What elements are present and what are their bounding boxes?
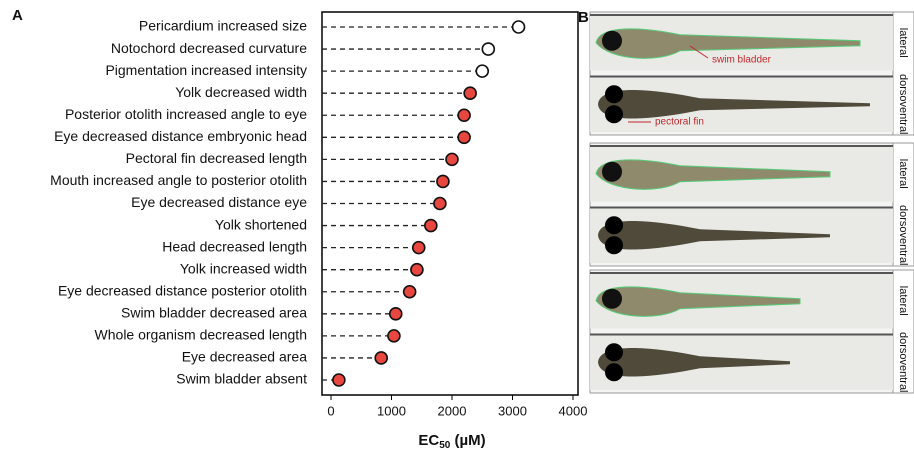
fish-eye [605,216,623,235]
fish-lateral [595,159,831,190]
dot [457,130,471,145]
y-tick-label: Head decreased length [162,238,307,254]
y-tick-label: Eye decreased distance posterior otolith [58,282,307,298]
dot [332,373,346,387]
fish-eye [602,30,622,51]
y-tick-label: Swim bladder decreased area [121,305,307,321]
fish-eye [602,288,622,309]
fish-eye [602,161,622,182]
y-tick-label: Eye decreased area [182,349,308,365]
fish-eye [605,105,623,124]
dot [411,240,426,255]
fish-lateral [595,28,861,59]
x-tick-label: 2000 [438,403,467,418]
fish-eye [605,363,623,382]
side-frame [892,142,914,267]
x-axis-label: EC50 (µM) [418,432,485,450]
y-tick-label: Pericardium increased size [139,18,307,34]
fish-dorsal [598,89,870,119]
dot [445,152,459,167]
x-label-unit: (µM) [450,432,485,449]
y-tick-label: Eye decreased distance embryonic head [54,128,307,144]
panel-label: B [578,9,589,26]
x-label-main: EC [418,432,439,449]
fish-dorsal [598,220,830,250]
x-tick-label: 0 [327,403,334,418]
fish-eye [605,236,623,255]
dot [481,42,496,56]
y-tick-label: Yolk increased width [180,260,307,276]
fish-dorsal [598,347,790,377]
x-tick-label: 3000 [498,403,527,418]
dot [457,108,471,123]
dot [387,329,401,343]
annotation: swim bladder [712,55,772,66]
view-label: dorsoventral [897,332,909,393]
dot [374,351,389,365]
x-label-sub: 50 [439,440,451,450]
fish-eye [605,85,623,104]
x-tick-label: 1000 [377,403,406,418]
dot [410,262,424,277]
dot [436,174,450,189]
view-label: lateral [897,286,909,316]
y-tick-label: Yolk decreased width [175,84,307,100]
dot [424,218,438,233]
dot [402,284,417,299]
y-tick-label: Posterior otolith increased angle to eye [65,106,307,122]
view-label: dorsoventral [897,205,909,266]
y-tick-label: Yolk shortened [215,216,307,232]
dot [463,86,477,100]
dot [475,64,490,78]
view-label: lateral [897,159,909,189]
dot [511,20,526,34]
dot [388,307,403,321]
y-tick-label: Pigmentation increased intensity [105,62,307,78]
annotation-arrow [689,45,709,59]
y-tick-label: Whole organism decreased length [95,327,307,343]
y-tick-label: Mouth increased angle to posterior otoli… [50,172,307,188]
panel-label: A [12,7,23,24]
y-tick-label: Pectoral fin decreased length [126,150,307,166]
y-tick-label: Eye decreased distance eye [131,194,307,210]
view-label: dorsoventral [897,74,909,135]
fish-eye [605,343,623,362]
x-tick-label: 4000 [559,403,588,418]
dot [433,196,447,211]
y-tick-label: Swim bladder absent [176,371,307,387]
annotation: pectoral fin [655,117,704,128]
side-frame [892,11,914,136]
view-label: lateral [897,28,909,58]
y-tick-label: Notochord decreased curvature [111,40,307,56]
side-frame [892,269,914,394]
fish-lateral [595,286,801,317]
